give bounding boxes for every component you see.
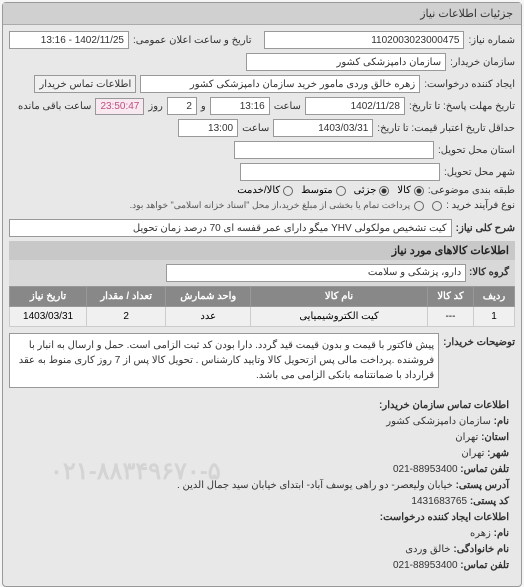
remaining-label: ساعت باقی مانده: [18, 101, 91, 112]
valid-time-field: 13:00: [178, 119, 238, 137]
time-label-1: ساعت: [274, 101, 301, 112]
validity-row: حداقل تاریخ اعتبار قیمت: تا تاریخ: 1403/…: [9, 119, 515, 137]
group-row: گروه کالا: دارو، پزشکی و سلامت: [9, 260, 515, 286]
creator-field: زهره خالق وردی مامور خرید سازمان دامپزشک…: [140, 75, 420, 93]
request-row: شماره نیاز: 1102003023000475 تاریخ و ساع…: [9, 31, 515, 49]
radio-label-3: متوسط: [301, 185, 332, 196]
contact-province-line: استان: تهران: [15, 430, 509, 446]
radio-kala[interactable]: کالا: [397, 185, 424, 196]
summary-row: شرح کلی نیاز: کیت تشخیص مولکولی YHV میگو…: [9, 219, 515, 237]
radio-label-4: کالا/خدمت: [237, 185, 280, 196]
radio-label-2: جزئی: [354, 185, 377, 196]
province-row: استان محل تحویل:: [9, 141, 515, 159]
reply-time-field: 13:16: [210, 97, 270, 115]
radio-dot-icon: [336, 186, 346, 196]
city-label: شهر محل تحویل:: [444, 167, 515, 178]
th-code: کد کالا: [427, 287, 473, 307]
th-name: نام کالا: [251, 287, 428, 307]
days-suffix: روز: [148, 101, 163, 112]
goods-table: ردیف کد کالا نام کالا واحد شمارش تعداد /…: [9, 286, 515, 327]
group-field: دارو، پزشکی و سلامت: [166, 264, 466, 282]
radio-dot-icon: [379, 186, 389, 196]
td-row: 1: [474, 307, 515, 327]
details-panel: جزئیات اطلاعات نیاز شماره نیاز: 11020030…: [2, 2, 522, 587]
process-row: نوع فرآیند خرید : پرداخت تمام یا بخشی از…: [9, 200, 515, 211]
valid-label: حداقل تاریخ اعتبار قیمت: تا تاریخ:: [377, 123, 515, 134]
contact-name-line: نام: سازمان دامپزشکی کشور: [15, 414, 509, 430]
creator-name-line: نام: زهره: [15, 526, 509, 542]
group-label: گروه کالا:: [469, 267, 509, 278]
buyer-org-field: سازمان دامپزشکی کشور: [246, 53, 446, 71]
province-field: [234, 141, 434, 159]
th-qty: تعداد / مقدار: [87, 287, 166, 307]
panel-title: جزئیات اطلاعات نیاز: [3, 3, 521, 25]
th-row: ردیف: [474, 287, 515, 307]
reply-date-field: 1402/11/28: [305, 97, 405, 115]
contact-phone-line: تلفن تماس: 88953400-021: [15, 462, 509, 478]
panel-body: شماره نیاز: 1102003023000475 تاریخ و ساع…: [3, 25, 521, 586]
packaging-radios: کالا جزئی متوسط کالا/خدمت: [237, 185, 424, 196]
td-name: کیت الکتروشیمیایی: [251, 307, 428, 327]
reply-deadline-row: تاریخ مهلت پاسخ: تا تاریخ: 1402/11/28 سا…: [9, 97, 515, 115]
radio-dot-icon: [414, 186, 424, 196]
packaging-label: طبقه بندی موضوعی:: [428, 185, 515, 196]
process-radios: [414, 201, 442, 211]
contact-postal-line: کد پستی: 1431683765: [15, 494, 509, 510]
table-row: 1 --- کیت الکتروشیمیایی عدد 2 1403/03/31: [10, 307, 515, 327]
radio-dot-icon[interactable]: [432, 201, 442, 211]
creator-label: ایجاد کننده درخواست:: [424, 79, 515, 90]
time-label-2: ساعت: [242, 123, 269, 134]
packaging-row: طبقه بندی موضوعی: کالا جزئی متوسط کالا/خ…: [9, 185, 515, 196]
contact-title: اطلاعات تماس سازمان خریدار:: [15, 398, 509, 414]
summary-label: شرح کلی نیاز:: [456, 223, 515, 234]
summary-field: کیت تشخیص مولکولی YHV میگو دارای عمر قفس…: [9, 219, 452, 237]
announce-field: 1402/11/25 - 13:16: [9, 31, 129, 49]
city-row: شهر محل تحویل:: [9, 163, 515, 181]
valid-date-field: 1403/03/31: [273, 119, 373, 137]
contact-section: اطلاعات تماس سازمان خریدار: نام: سازمان …: [9, 392, 515, 580]
radio-partial[interactable]: جزئی: [354, 185, 390, 196]
province-label: استان محل تحویل:: [438, 145, 515, 156]
reply-label: تاریخ مهلت پاسخ: تا تاریخ:: [409, 101, 515, 112]
desc-label: توضیحات خریدار:: [443, 333, 515, 348]
creator-family-line: نام خانوادگی: خالق وردی: [15, 542, 509, 558]
td-date: 1403/03/31: [10, 307, 87, 327]
desc-text: پیش فاکتور با قیمت و بدون قیمت قید گردد.…: [9, 333, 439, 388]
radio-dot-icon[interactable]: [414, 201, 424, 211]
radio-label-1: کالا: [397, 185, 411, 196]
creator-row: ایجاد کننده درخواست: زهره خالق وردی مامو…: [9, 75, 515, 93]
goods-title: اطلاعات کالاهای مورد نیاز: [9, 241, 515, 260]
request-no-field: 1102003023000475: [264, 31, 464, 49]
th-date: تاریخ نیاز: [10, 287, 87, 307]
process-label: نوع فرآیند خرید :: [446, 200, 515, 211]
city-field: [240, 163, 440, 181]
contact-link[interactable]: اطلاعات تماس خریدار: [34, 75, 136, 93]
request-no-label: شماره نیاز:: [468, 35, 515, 46]
td-code: ---: [427, 307, 473, 327]
td-qty: 2: [87, 307, 166, 327]
th-unit: واحد شمارش: [166, 287, 251, 307]
table-header-row: ردیف کد کالا نام کالا واحد شمارش تعداد /…: [10, 287, 515, 307]
days-and: و: [201, 101, 206, 112]
reply-days-field: 2: [167, 97, 197, 115]
announce-label: تاریخ و ساعت اعلان عمومی:: [133, 35, 252, 46]
description-row: توضیحات خریدار: پیش فاکتور با قیمت و بدو…: [9, 333, 515, 388]
buyer-row: سازمان خریدار: سازمان دامپزشکی کشور: [9, 53, 515, 71]
countdown-timer: 23:50:47: [95, 98, 144, 115]
radio-service[interactable]: کالا/خدمت: [237, 185, 293, 196]
creator-phone-line: تلفن تماس: 88953400-021: [15, 558, 509, 574]
radio-medium[interactable]: متوسط: [301, 185, 345, 196]
contact-address-line: آدرس پستی: خیابان ولیعصر- دو راهی یوسف آ…: [15, 478, 509, 494]
creator-title-line: اطلاعات ایجاد کننده درخواست:: [15, 510, 509, 526]
buyer-org-label: سازمان خریدار:: [450, 57, 515, 68]
radio-dot-icon: [283, 186, 293, 196]
contact-city-line: شهر: تهران: [15, 446, 509, 462]
td-unit: عدد: [166, 307, 251, 327]
process-note: پرداخت تمام یا بخشی از مبلغ خرید،از محل …: [130, 200, 410, 211]
